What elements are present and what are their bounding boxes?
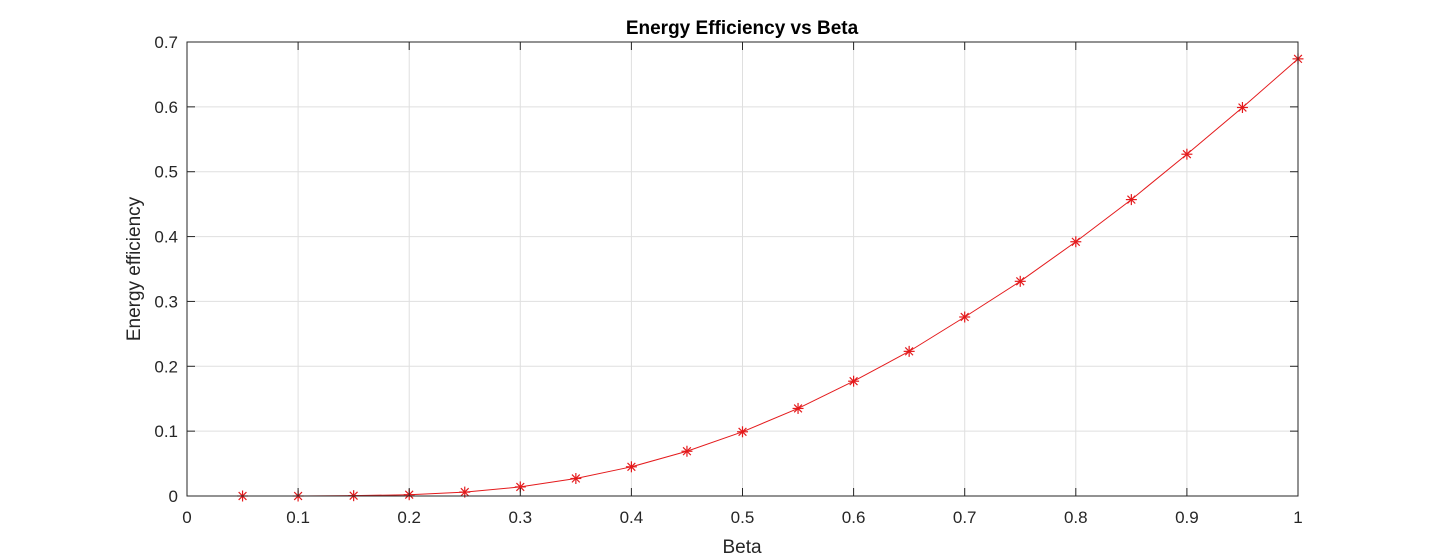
data-point-marker xyxy=(1125,194,1137,206)
y-tick-label: 0.7 xyxy=(154,33,178,52)
data-point-marker xyxy=(792,402,804,414)
x-tick-label: 0.8 xyxy=(1064,508,1088,527)
data-point-marker xyxy=(459,486,471,498)
x-tick-label: 0.9 xyxy=(1175,508,1199,527)
x-tick-label: 0 xyxy=(182,508,191,527)
y-tick-label: 0.3 xyxy=(154,292,178,311)
data-point-marker xyxy=(848,375,860,387)
y-tick-label: 0.4 xyxy=(154,228,178,247)
data-point-marker xyxy=(1070,236,1082,248)
data-point-marker xyxy=(625,461,637,473)
data-point-marker xyxy=(1236,102,1248,114)
y-tick-label: 0.5 xyxy=(154,163,178,182)
x-tick-label: 0.2 xyxy=(397,508,421,527)
y-tick-label: 0 xyxy=(169,487,178,506)
x-tick-label: 0.5 xyxy=(731,508,755,527)
axis-ticks: 0 0.1 0.2 0.3 0.4 0.5 0.6 0.7 0.8 0.9 1 0 0.1 0.2 0.3 0… xyxy=(154,33,1302,527)
x-tick-label: 0.1 xyxy=(286,508,310,527)
data-point-marker xyxy=(1181,148,1193,160)
data-point-marker xyxy=(681,445,693,457)
series-line xyxy=(242,58,1299,497)
x-tick-label: 0.4 xyxy=(620,508,644,527)
data-point-marker xyxy=(737,426,748,438)
data-point-marker xyxy=(903,345,915,357)
x-tick-label: 0.7 xyxy=(953,508,977,527)
y-tick-label: 0.2 xyxy=(154,357,178,376)
x-tick-label: 0.3 xyxy=(508,508,532,527)
chart-title: Energy Efficiency vs Beta xyxy=(626,18,859,39)
y-tick-label: 0.1 xyxy=(154,422,178,441)
x-tick-label: 1 xyxy=(1293,508,1302,527)
x-tick-label: 0.6 xyxy=(842,508,866,527)
y-axis-label: Energy efficiency xyxy=(124,196,145,341)
x-axis-label: Beta xyxy=(722,537,762,558)
data-point-marker xyxy=(1014,275,1026,287)
data-point-marker xyxy=(959,311,971,323)
data-point-marker xyxy=(570,472,582,484)
y-tick-label: 0.6 xyxy=(154,98,178,117)
